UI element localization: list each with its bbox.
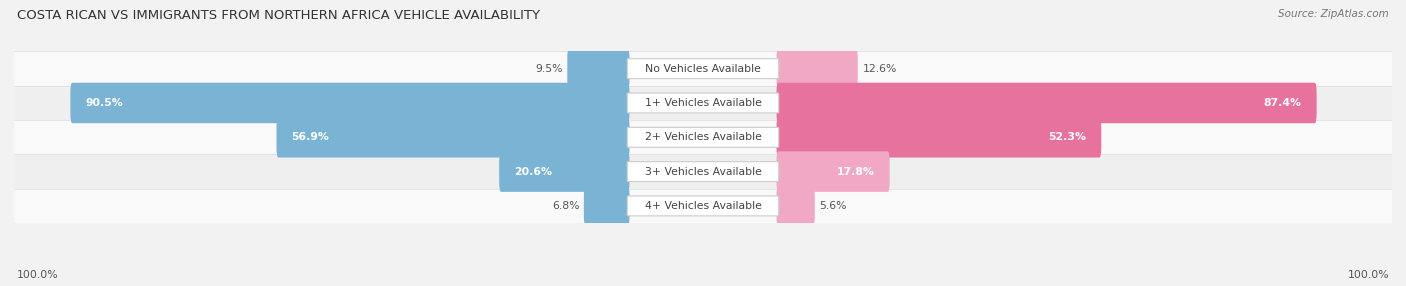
FancyBboxPatch shape: [583, 186, 630, 226]
Text: 3+ Vehicles Available: 3+ Vehicles Available: [644, 167, 762, 176]
Bar: [14, 86, 1392, 120]
Text: 6.8%: 6.8%: [551, 201, 579, 211]
Text: 2+ Vehicles Available: 2+ Vehicles Available: [644, 132, 762, 142]
FancyBboxPatch shape: [627, 93, 779, 113]
FancyBboxPatch shape: [627, 162, 779, 182]
Bar: [14, 120, 1392, 154]
FancyBboxPatch shape: [776, 186, 815, 226]
Text: 5.6%: 5.6%: [820, 201, 846, 211]
Text: 1+ Vehicles Available: 1+ Vehicles Available: [644, 98, 762, 108]
Bar: [14, 154, 1392, 189]
Text: 87.4%: 87.4%: [1264, 98, 1302, 108]
FancyBboxPatch shape: [567, 48, 630, 89]
FancyBboxPatch shape: [776, 117, 1101, 158]
Text: Source: ZipAtlas.com: Source: ZipAtlas.com: [1278, 9, 1389, 19]
FancyBboxPatch shape: [627, 196, 779, 216]
Text: 100.0%: 100.0%: [17, 270, 59, 280]
Text: 17.8%: 17.8%: [837, 167, 875, 176]
FancyBboxPatch shape: [627, 127, 779, 147]
Text: 4+ Vehicles Available: 4+ Vehicles Available: [644, 201, 762, 211]
Text: 52.3%: 52.3%: [1049, 132, 1087, 142]
Text: 90.5%: 90.5%: [86, 98, 124, 108]
Text: 12.6%: 12.6%: [862, 64, 897, 74]
Text: COSTA RICAN VS IMMIGRANTS FROM NORTHERN AFRICA VEHICLE AVAILABILITY: COSTA RICAN VS IMMIGRANTS FROM NORTHERN …: [17, 9, 540, 21]
FancyBboxPatch shape: [776, 83, 1316, 123]
FancyBboxPatch shape: [627, 59, 779, 79]
Text: 9.5%: 9.5%: [536, 64, 562, 74]
FancyBboxPatch shape: [277, 117, 630, 158]
Bar: [14, 189, 1392, 223]
Text: 56.9%: 56.9%: [291, 132, 329, 142]
Text: 20.6%: 20.6%: [515, 167, 553, 176]
Text: 100.0%: 100.0%: [1347, 270, 1389, 280]
FancyBboxPatch shape: [776, 48, 858, 89]
FancyBboxPatch shape: [70, 83, 630, 123]
FancyBboxPatch shape: [776, 151, 890, 192]
Text: No Vehicles Available: No Vehicles Available: [645, 64, 761, 74]
Bar: [14, 51, 1392, 86]
FancyBboxPatch shape: [499, 151, 630, 192]
